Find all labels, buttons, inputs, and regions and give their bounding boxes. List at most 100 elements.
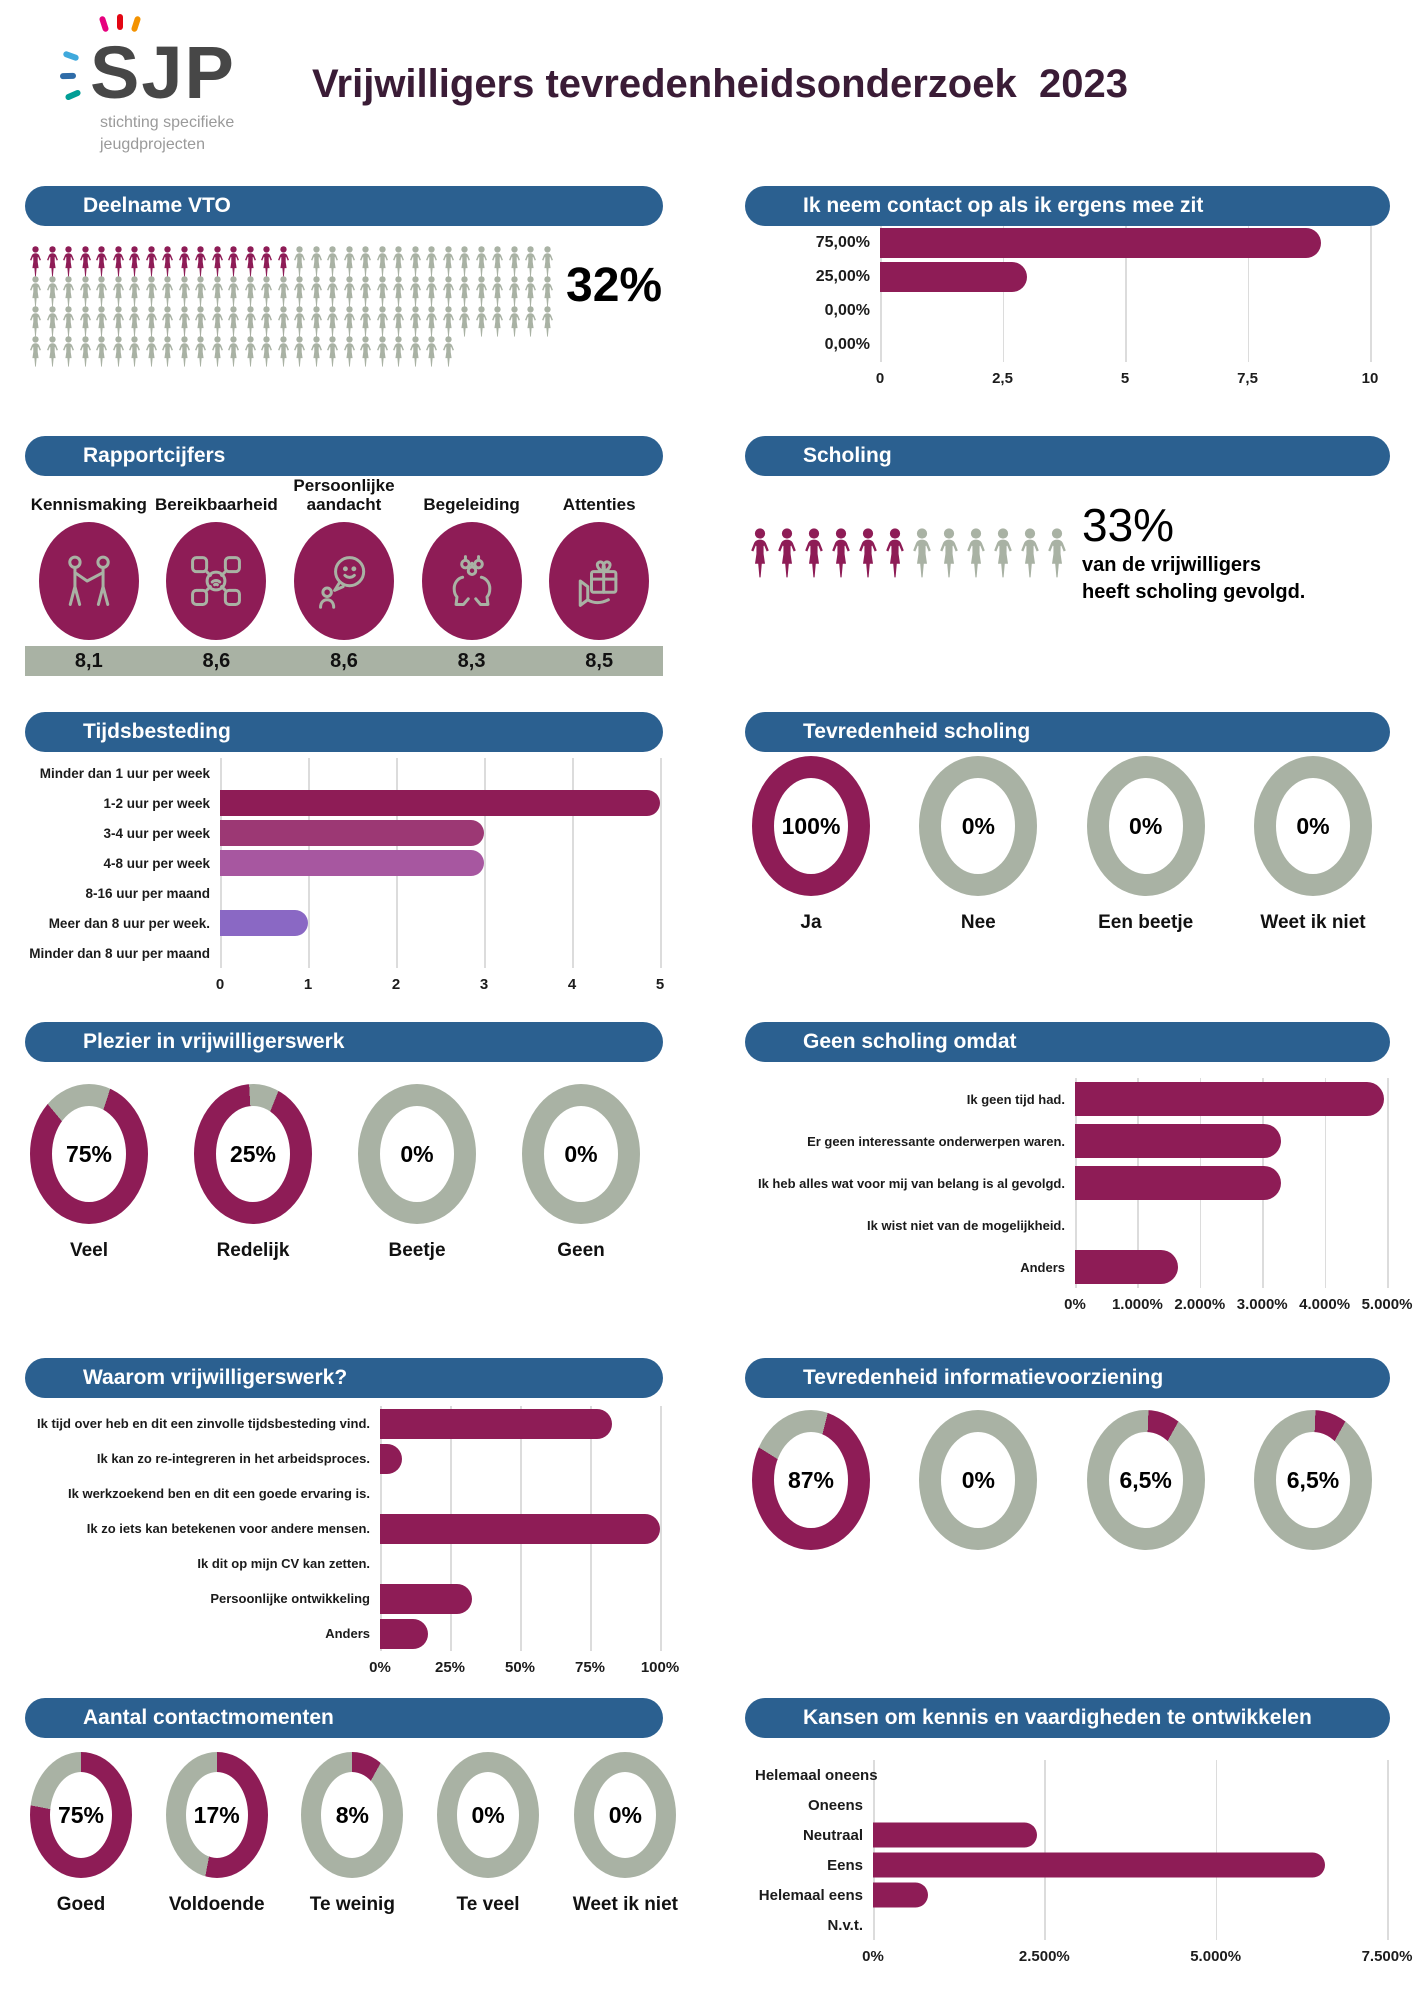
person-icon (442, 246, 454, 277)
bar (380, 1583, 473, 1614)
bar (873, 1852, 1326, 1878)
person-icon (426, 306, 437, 337)
person-icon (211, 336, 223, 367)
scholing-text: 33% van de vrijwilligers heeft scholing … (1082, 498, 1305, 606)
person-icon (751, 528, 769, 578)
person-icon (129, 306, 140, 337)
donut-ring: 0% (358, 1084, 476, 1224)
person-icon (46, 306, 58, 337)
person-icon (178, 306, 190, 337)
bar-category-label: Minder dan 8 uur per maand (29, 945, 210, 961)
person-icon (96, 276, 107, 307)
person-icon (940, 528, 958, 578)
person-icon (244, 306, 256, 337)
person-icon (376, 246, 388, 277)
axis-tick-label: 4.000% (1299, 1296, 1351, 1313)
person-icon (459, 306, 470, 337)
person-icon (145, 306, 157, 337)
axis-tick-label: 0 (215, 976, 225, 993)
person-icon (994, 528, 1012, 578)
rapport-score: 8,3 (457, 649, 486, 672)
person-icon (376, 336, 388, 367)
person-icon (30, 336, 41, 367)
donut-value: 0% (564, 1140, 598, 1167)
person-icon (327, 246, 338, 277)
bar-track (220, 788, 660, 818)
bar (220, 820, 484, 846)
bar-category-label: Ik kan zo re-integreren in het arbeidspr… (96, 1451, 370, 1466)
pictogram-row (28, 306, 555, 337)
donut-value: 0% (1296, 812, 1330, 839)
banner-contactmomenten: Aantal contactmomenten (25, 1698, 663, 1738)
person-icon (409, 336, 421, 367)
banner-contact: Ik neem contact op als ik ergens mee zit (745, 186, 1390, 226)
person-icon (63, 306, 74, 337)
guidance-icon (452, 555, 491, 606)
donut-chart: 6,5% (1253, 1410, 1372, 1550)
rapport-item: Attenties (535, 468, 663, 640)
gift-icon (578, 560, 618, 607)
bar-track (880, 226, 1370, 260)
axis-tick-label: 2,5 (992, 370, 1013, 387)
person-icon (541, 246, 553, 277)
person-icon (178, 246, 190, 277)
bar-track (220, 758, 660, 788)
person-icon (1048, 528, 1066, 578)
bar-track (380, 1511, 660, 1546)
bar-track (1075, 1120, 1387, 1162)
person-icon (376, 276, 388, 307)
person-icon (162, 276, 173, 307)
donut-chart: 0% Te veel (437, 1752, 540, 1916)
bar (1075, 1250, 1178, 1284)
donut-caption: Weet ik niet (1260, 912, 1366, 933)
bar (873, 1822, 1038, 1848)
rapport-circle (38, 522, 139, 640)
person-icon (409, 276, 421, 307)
person-icon (145, 276, 157, 307)
donut-caption: Redelijk (216, 1240, 290, 1261)
rapport-label: Attenties (562, 494, 636, 514)
rapport-score: 8,1 (74, 649, 103, 672)
donut-caption: Veel (69, 1240, 109, 1261)
donut-ring: 0% (437, 1752, 540, 1878)
person-icon (261, 336, 272, 367)
person-icon (310, 246, 322, 277)
person-icon (805, 528, 823, 578)
person-icon (525, 276, 536, 307)
donut-caption: Te veel (456, 1894, 520, 1915)
geen-scholing-bar-chart: Ik geen tijd had. Er geen interessante on… (735, 1078, 1412, 1314)
chart-axis: 0% 2.500% 5.000% 7.500% (862, 1940, 1412, 1966)
axis-tick-label: 50% (504, 1659, 536, 1676)
logo-ray-icon (62, 50, 80, 62)
donut-caption: Beetje (388, 1240, 446, 1261)
rapport-label: Kennismaking (30, 494, 147, 514)
person-icon (228, 246, 239, 277)
person-icon (145, 246, 157, 277)
bar-track (380, 1476, 660, 1511)
kansen-bar-chart: Helemaal oneens Oneens Neutraal Eens Helemaa… (755, 1760, 1412, 1966)
person-icon (1021, 528, 1039, 578)
pictogram-row (748, 528, 1069, 580)
bar-category-label: Helemaal eens (758, 1886, 863, 1904)
contactmomenten-donuts: 75% Goed 17% Voldoende 8% Te weinig 0% Te veel 0… (30, 1752, 678, 1916)
donut-ring: 0% (522, 1084, 640, 1224)
logo-ray-icon (117, 14, 123, 30)
person-icon (508, 246, 520, 277)
person-icon (778, 528, 796, 578)
donut-value: 0% (608, 1801, 642, 1828)
logo-ray-icon (59, 72, 77, 80)
donut-caption: Weet ik niet (572, 1894, 678, 1915)
rapport-circle (166, 522, 267, 640)
bar-track (873, 1910, 1387, 1940)
donut-ring: 0% (919, 1410, 1038, 1550)
person-icon (475, 276, 487, 307)
person-icon (162, 336, 173, 367)
person-icon (442, 336, 454, 367)
bar-track (880, 328, 1370, 362)
scholing-line1: van de vrijwilligers (1082, 554, 1261, 576)
banner-tevredenheid-scholing: Tevredenheid scholing (745, 712, 1390, 752)
bar-category-label: Persoonlijke ontwikkeling (210, 1591, 370, 1606)
pictogram-row (28, 336, 555, 367)
person-icon (63, 276, 74, 307)
person-icon (327, 276, 338, 307)
